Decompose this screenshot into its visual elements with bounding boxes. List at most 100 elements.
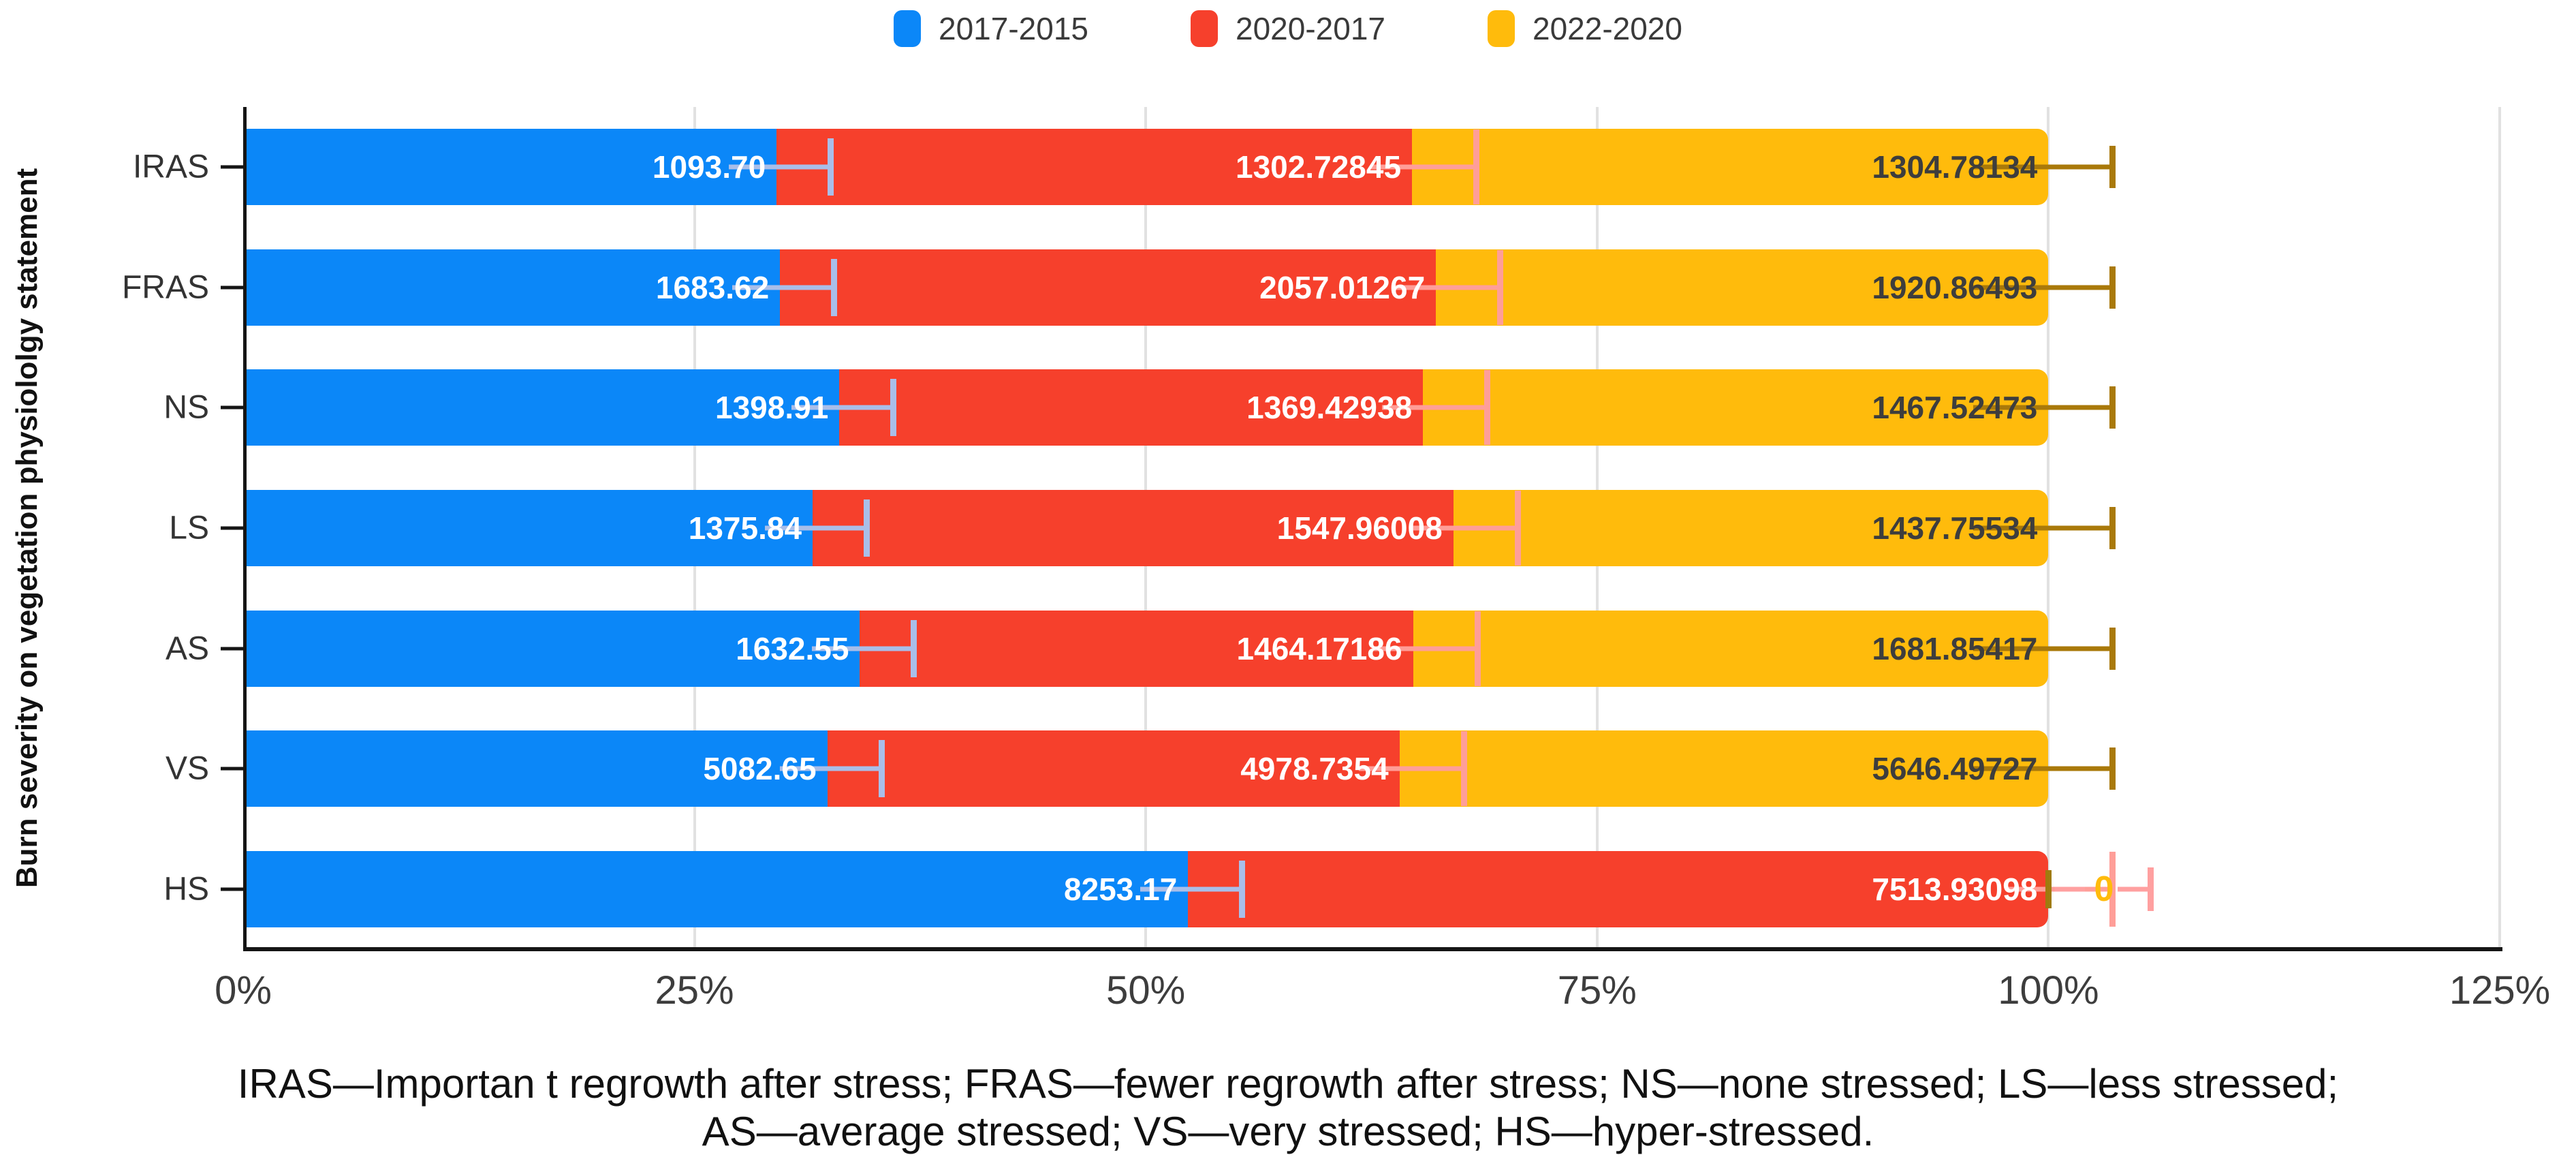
- error-bar-as-1: [1372, 646, 1478, 651]
- error-bar-cap-as-0: [911, 619, 917, 677]
- bar-segment-ns-0: [243, 369, 840, 446]
- legend-item: 2017-2015: [894, 10, 1088, 47]
- zero-error-tick-hs: [2045, 869, 2052, 908]
- value-label-vs-0: 5082.65: [703, 751, 817, 787]
- error-bar-cap-iras-1: [1473, 129, 1480, 205]
- error-bar-iras-2: [1973, 164, 2114, 170]
- value-label-ls-0: 1375.84: [688, 510, 802, 546]
- legend-item: 2022-2020: [1487, 10, 1682, 47]
- value-label-vs-2: 5646.49727: [1872, 751, 2038, 787]
- legend-swatch: [894, 10, 922, 47]
- bar-segment-fras-0: [243, 249, 781, 326]
- error-bar-cap-vs-1: [1460, 731, 1467, 807]
- value-label-hs-0: 8253.17: [1064, 871, 1178, 907]
- bar-segment-hs-1: [1188, 850, 2049, 927]
- category-label-vs: VS: [165, 750, 209, 787]
- category-label-as: AS: [165, 630, 209, 667]
- error-bar-as-2: [1973, 646, 2114, 651]
- value-label-hs-2: 0: [2094, 869, 2114, 909]
- x-tick-label-75: 75%: [1557, 968, 1637, 1013]
- error-bar-cap-hs-0: [1239, 860, 1246, 918]
- bar-segment-vs-0: [243, 730, 828, 807]
- x-tick-label-50: 50%: [1106, 968, 1186, 1013]
- error-bar-cap-fras-0: [831, 258, 838, 316]
- error-bar-ns-2: [1973, 405, 2114, 410]
- error-bar-cap-fras-2: [2109, 266, 2116, 309]
- error-bar-iras-1: [1371, 164, 1477, 170]
- error-bar-cap-vs-2: [2109, 747, 2116, 790]
- bar-segment-iras-0: [243, 129, 777, 206]
- error-bar-iras-0: [729, 164, 832, 170]
- x-tick-label-100: 100%: [1998, 968, 2099, 1013]
- y-axis-line: [243, 107, 247, 949]
- error-bar-fras-1: [1395, 285, 1501, 290]
- value-label-iras-1: 1302.72845: [1236, 149, 1402, 185]
- value-label-ns-2: 1467.52473: [1872, 390, 2038, 426]
- bar-segment-as-1: [860, 610, 1413, 687]
- bar-segment-iras-2: [1412, 129, 2049, 206]
- bar-segment-ns-1: [839, 369, 1424, 446]
- bar-segment-ls-2: [1453, 490, 2049, 566]
- error-bar-fras-0: [732, 285, 835, 290]
- value-label-iras-0: 1093.70: [652, 149, 766, 185]
- error-bar-cap-ls-1: [1514, 491, 1521, 566]
- value-label-as-2: 1681.85417: [1872, 630, 2038, 666]
- bar-segment-vs-2: [1399, 730, 2049, 807]
- bar-segment-as-0: [243, 610, 860, 687]
- error-bar-ls-2: [1973, 525, 2114, 531]
- category-label-fras: FRAS: [121, 269, 209, 306]
- error-bar-cap-iras-2: [2109, 146, 2116, 189]
- error-bar-ns-0: [791, 405, 894, 410]
- error-bar-ls-0: [765, 525, 868, 531]
- error-bar-cap-ls-0: [864, 499, 870, 557]
- error-bar-hs-0: [1140, 886, 1243, 892]
- legend-label: 2022-2020: [1532, 11, 1682, 46]
- bar-segment-ls-1: [813, 490, 1454, 566]
- error-bar-cap-hs-1: [2109, 851, 2116, 927]
- gridline-125: [2498, 107, 2501, 949]
- figure-caption: IRAS—Importan t regrowth after stress; F…: [0, 1060, 2576, 1156]
- error-bar-cap-iras-0: [828, 138, 834, 196]
- x-tick-label-125: 125%: [2449, 968, 2551, 1013]
- value-label-fras-0: 1683.62: [655, 269, 770, 305]
- value-label-ns-1: 1369.42938: [1246, 390, 1413, 426]
- error-bar-cap-ls-2: [2109, 507, 2116, 549]
- bar-segment-as-2: [1413, 610, 2049, 687]
- error-bar-cap-ns-1: [1484, 370, 1491, 446]
- zero-error-bar-hs: [2118, 886, 2148, 892]
- error-bar-cap-as-2: [2109, 627, 2116, 670]
- value-label-vs-1: 4978.7354: [1240, 751, 1389, 787]
- value-label-as-1: 1464.17186: [1236, 630, 1402, 666]
- bar-segment-fras-1: [780, 249, 1436, 326]
- error-bar-cap-vs-0: [878, 740, 885, 798]
- value-label-as-0: 1632.55: [736, 630, 849, 666]
- error-bar-ns-1: [1382, 405, 1488, 410]
- value-label-iras-2: 1304.78134: [1872, 149, 2038, 185]
- bar-segment-vs-1: [827, 730, 1400, 807]
- x-axis-line: [243, 947, 2502, 951]
- bar-segment-fras-2: [1436, 249, 2049, 326]
- legend-item: 2020-2017: [1191, 10, 1385, 47]
- category-label-ns: NS: [163, 389, 209, 426]
- bar-segment-ls-0: [243, 490, 813, 566]
- error-bar-cap-ns-2: [2109, 386, 2116, 429]
- error-bar-cap-fras-1: [1497, 249, 1504, 325]
- error-bar-vs-2: [1973, 766, 2114, 771]
- value-label-ls-2: 1437.75534: [1872, 510, 2038, 546]
- bar-segment-hs-0: [243, 850, 1189, 927]
- error-bar-fras-2: [1973, 285, 2114, 290]
- caption-line-2: AS—average stressed; VS—very stressed; H…: [702, 1109, 1874, 1154]
- zero-error-bar-cap-hs: [2148, 867, 2154, 911]
- bar-segment-ns-2: [1423, 369, 2049, 446]
- error-bar-vs-1: [1358, 766, 1464, 771]
- value-label-fras-2: 1920.86493: [1872, 269, 2038, 305]
- error-bar-as-0: [812, 646, 915, 651]
- legend-label: 2020-2017: [1236, 11, 1385, 46]
- error-bar-vs-0: [779, 766, 882, 771]
- x-tick-label-0: 0%: [215, 968, 272, 1013]
- plot-area: 1093.70 1302.72845 1304.78134 1683.62 2057.0…: [243, 107, 2501, 949]
- category-label-hs: HS: [163, 871, 209, 908]
- value-label-ns-0: 1398.91: [715, 390, 829, 426]
